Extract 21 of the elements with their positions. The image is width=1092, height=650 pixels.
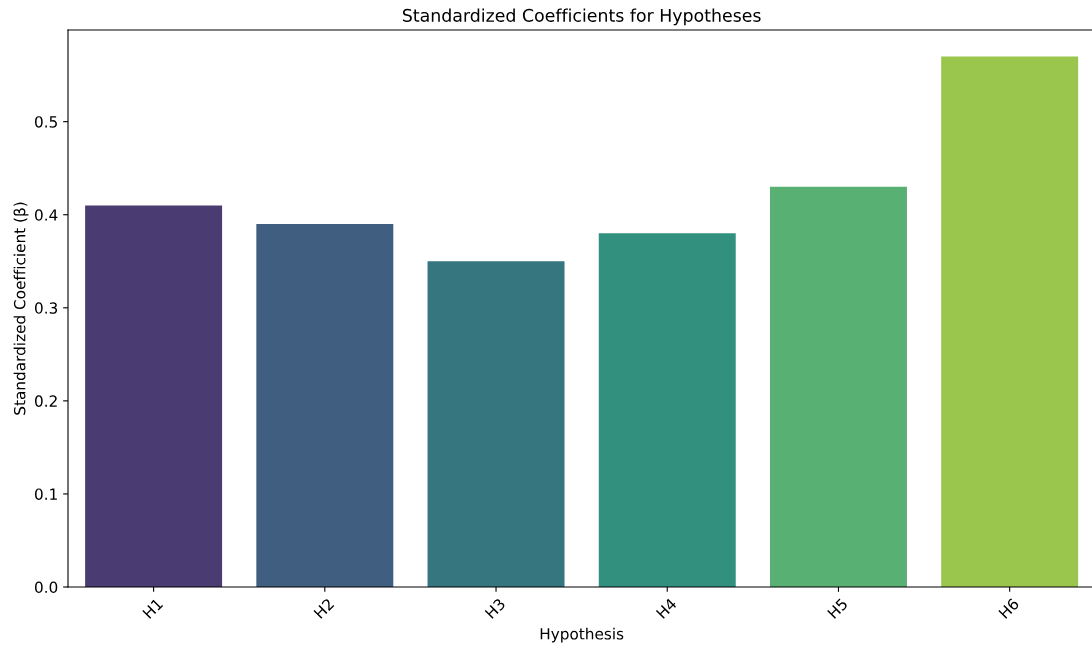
x-tick-label: H2 (313, 598, 335, 619)
y-tick-label: 0.2 (34, 395, 57, 407)
x-axis-title: Hypothesis (540, 627, 624, 643)
bar (85, 205, 223, 587)
x-tick-label: H1 (142, 598, 164, 619)
y-tick-label: 0.3 (34, 302, 58, 314)
x-tick-label: H6 (998, 597, 1020, 620)
bar (941, 56, 1079, 587)
x-tick-label: H4 (655, 597, 678, 619)
x-tick-label: H5 (827, 598, 849, 620)
bar (598, 233, 736, 587)
chart-title: Standardized Coefficients for Hypotheses (402, 8, 761, 26)
y-tick-label: 0.5 (34, 116, 57, 128)
y-axis-title: Standardized Coefficient (β) (13, 202, 29, 415)
bar (256, 224, 394, 587)
bar (427, 261, 565, 587)
y-tick-label: 0.0 (34, 581, 58, 594)
y-tick-label: 0.4 (34, 209, 58, 221)
x-tick-label: H3 (484, 597, 506, 620)
y-tick-label: 0.1 (34, 488, 57, 500)
bar (769, 186, 907, 587)
